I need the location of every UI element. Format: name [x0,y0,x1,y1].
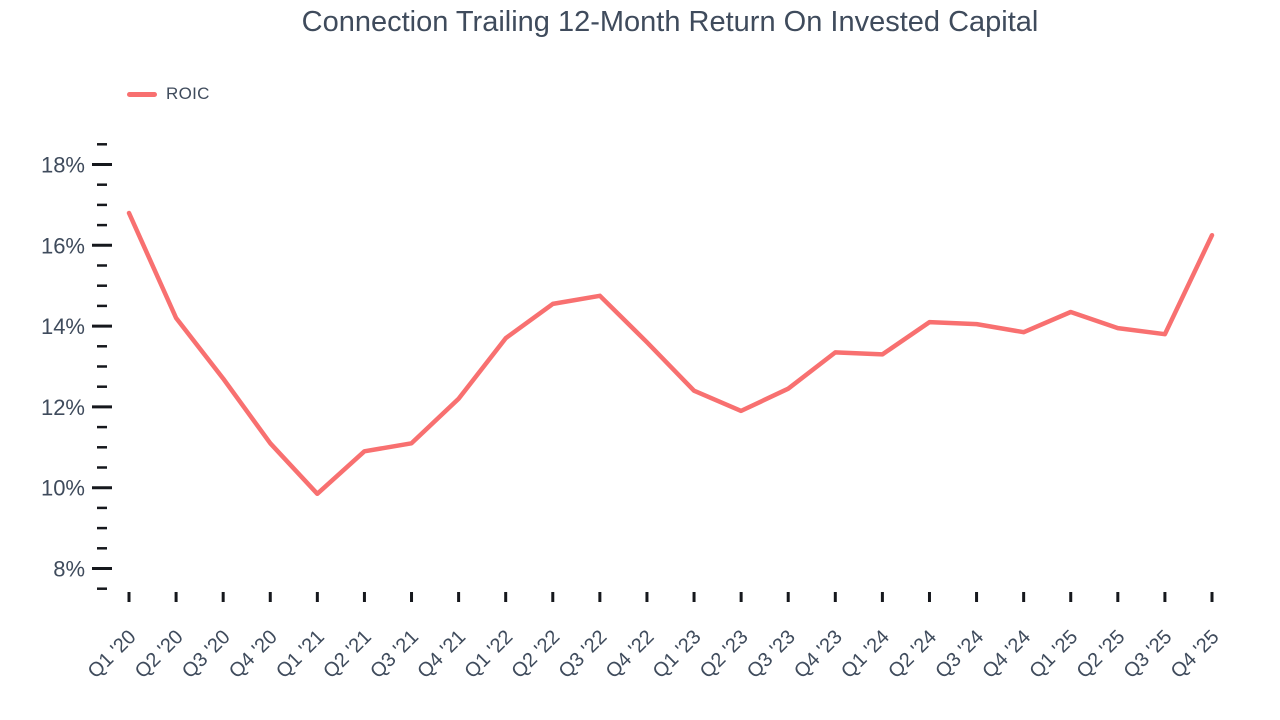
legend: ROIC [127,84,210,104]
x-axis-tick-label: Q3 '23 [743,626,800,683]
x-axis-tick-label: Q4 '25 [1167,626,1224,683]
x-axis-tick-label: Q3 '25 [1120,626,1177,683]
y-axis-tick-label: 16% [41,233,85,258]
x-axis-tick-label: Q2 '20 [131,626,188,683]
x-axis-tick-label: Q4 '24 [978,626,1035,683]
x-axis-tick-label: Q3 '21 [366,626,423,683]
y-axis-tick-label: 8% [53,557,85,582]
x-axis-tick-label: Q2 '25 [1073,626,1130,683]
x-axis-tick-label: Q1 '25 [1025,626,1082,683]
x-axis-tick-label: Q4 '22 [602,626,659,683]
x-axis-tick-label: Q2 '24 [884,626,941,683]
chart-title: Connection Trailing 12-Month Return On I… [301,6,1039,38]
y-axis-tick-label: 10% [41,476,85,501]
legend-label-roic: ROIC [166,84,210,103]
x-axis-tick-label: Q1 '21 [272,626,329,683]
x-axis-tick-label: Q2 '21 [319,626,376,683]
x-axis-tick-label: Q3 '24 [931,626,988,683]
x-axis-tick-label: Q1 '24 [837,626,894,683]
y-axis-tick-label: 14% [41,314,85,339]
y-axis-tick-label: 12% [41,395,85,420]
x-axis-tick-label: Q1 '20 [84,626,141,683]
x-axis-tick-label: Q1 '23 [649,626,706,683]
x-axis-tick-label: Q1 '22 [460,626,517,683]
x-axis-tick-label: Q2 '22 [508,626,565,683]
y-axis-tick-label: 18% [41,153,85,178]
x-axis-tick-label: Q4 '20 [225,626,282,683]
x-axis-tick-label: Q3 '20 [178,626,235,683]
roic-series-line [126,210,1215,497]
x-axis-tick-label: Q2 '23 [696,626,753,683]
legend-line-swatch-icon [127,91,157,97]
x-axis-tick-label: Q4 '21 [413,626,470,683]
x-axis-tick-label: Q4 '23 [790,626,847,683]
x-axis-tick-label: Q3 '22 [555,626,612,683]
